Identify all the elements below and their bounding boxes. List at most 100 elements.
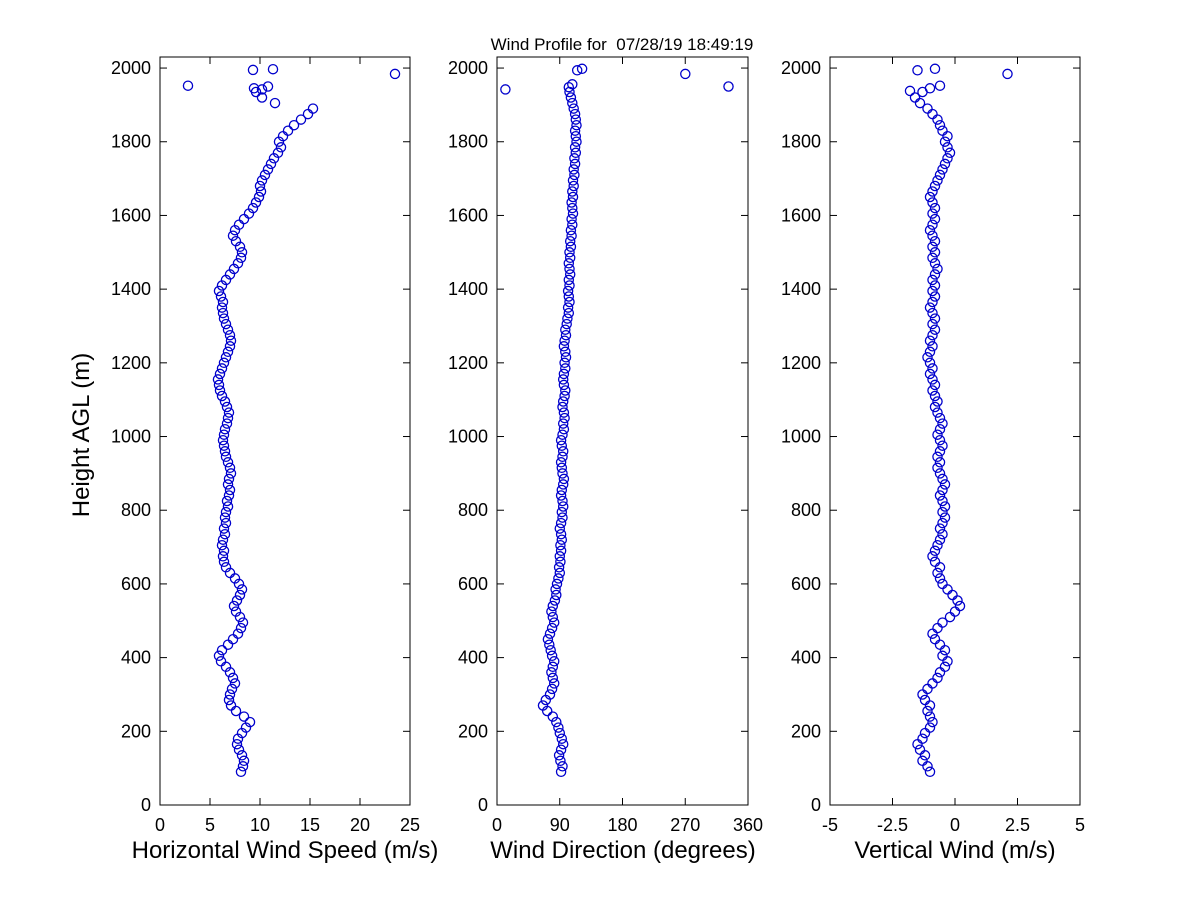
data-point	[265, 158, 277, 170]
data-point	[236, 750, 248, 761]
data-point	[232, 628, 244, 639]
x-tick-label: 0	[950, 815, 960, 835]
data-point	[555, 490, 567, 501]
data-point	[922, 683, 933, 695]
data-point	[927, 385, 938, 396]
data-point	[927, 716, 938, 728]
data-point	[254, 180, 266, 192]
data-point	[1002, 68, 1013, 80]
data-point	[216, 363, 228, 374]
data-point	[558, 423, 570, 435]
x-tick-label: 25	[400, 815, 420, 835]
data-point	[912, 738, 923, 750]
data-point	[571, 119, 582, 131]
y-tick-label: 600	[121, 574, 151, 594]
x-axis-label-vertical-wind: Vertical Wind (m/s)	[854, 837, 1056, 864]
data-point	[932, 407, 943, 418]
data-point	[924, 224, 936, 236]
data-point	[556, 440, 568, 451]
y-axis-label: Height AGL (m)	[68, 352, 95, 518]
data-point	[939, 661, 951, 673]
data-point	[213, 285, 225, 297]
data-point	[562, 285, 574, 297]
data-point	[548, 617, 560, 628]
data-point	[546, 650, 558, 662]
data-point	[256, 175, 268, 186]
axis-box	[159, 56, 411, 806]
data-point	[553, 722, 564, 733]
data-point	[932, 567, 943, 579]
y-tick-label: 1200	[448, 353, 488, 373]
data-point	[233, 744, 245, 755]
data-point	[937, 484, 948, 496]
data-point	[929, 390, 941, 402]
data-point	[565, 92, 577, 103]
data-point	[560, 324, 571, 335]
data-point	[558, 407, 570, 418]
data-point	[238, 213, 250, 225]
data-point	[560, 346, 571, 358]
data-point	[932, 263, 943, 275]
data-point	[231, 595, 243, 606]
x-tick-label: 0	[492, 815, 502, 835]
data-point	[237, 761, 249, 772]
axis-box	[496, 56, 749, 806]
data-point	[569, 125, 581, 136]
data-point	[934, 534, 946, 545]
data-point	[238, 755, 250, 767]
data-point	[922, 103, 933, 114]
x-axis-label-wind-direction: Wind Direction (degrees)	[490, 837, 756, 864]
data-point	[262, 164, 274, 175]
data-point	[919, 727, 931, 739]
data-point	[942, 656, 953, 667]
data-point	[932, 451, 943, 463]
y-tick-label: 1400	[111, 279, 151, 299]
data-point	[259, 169, 271, 181]
data-point	[570, 130, 582, 142]
data-point	[229, 678, 241, 689]
data-point	[563, 258, 575, 269]
data-point	[929, 280, 941, 291]
data-point	[557, 495, 568, 507]
data-point	[927, 307, 938, 319]
data-point	[548, 678, 560, 689]
data-point	[569, 158, 581, 170]
data-point	[220, 562, 232, 573]
data-point	[556, 484, 568, 496]
data-point	[220, 451, 232, 463]
data-point	[560, 363, 571, 374]
data-point	[569, 153, 580, 164]
data-point	[947, 589, 958, 601]
data-point	[924, 335, 936, 346]
data-point	[262, 81, 274, 92]
data-point	[554, 523, 566, 534]
x-tick-label: -5	[822, 815, 838, 835]
data-point	[302, 108, 314, 120]
data-point	[566, 197, 577, 208]
data-point	[927, 274, 938, 286]
data-point	[544, 689, 556, 700]
data-point	[932, 175, 943, 186]
data-points	[904, 63, 1013, 778]
data-point	[182, 80, 194, 91]
data-point	[927, 241, 938, 253]
data-point	[554, 551, 566, 562]
data-point	[561, 318, 572, 330]
data-point	[218, 440, 230, 451]
data-point	[553, 562, 565, 573]
data-point	[295, 114, 307, 125]
data-point	[224, 484, 236, 496]
data-point	[934, 573, 946, 584]
data-point	[932, 672, 943, 684]
data-point	[553, 573, 564, 584]
data-point	[216, 539, 228, 551]
data-point	[924, 766, 936, 778]
data-point	[267, 63, 279, 75]
y-tick-label: 200	[791, 721, 821, 741]
data-point	[937, 506, 948, 518]
y-tick-label: 200	[121, 721, 151, 741]
data-point	[557, 468, 568, 479]
data-point	[565, 224, 577, 236]
x-tick-label: 2.5	[1005, 815, 1030, 835]
data-point	[562, 302, 574, 313]
